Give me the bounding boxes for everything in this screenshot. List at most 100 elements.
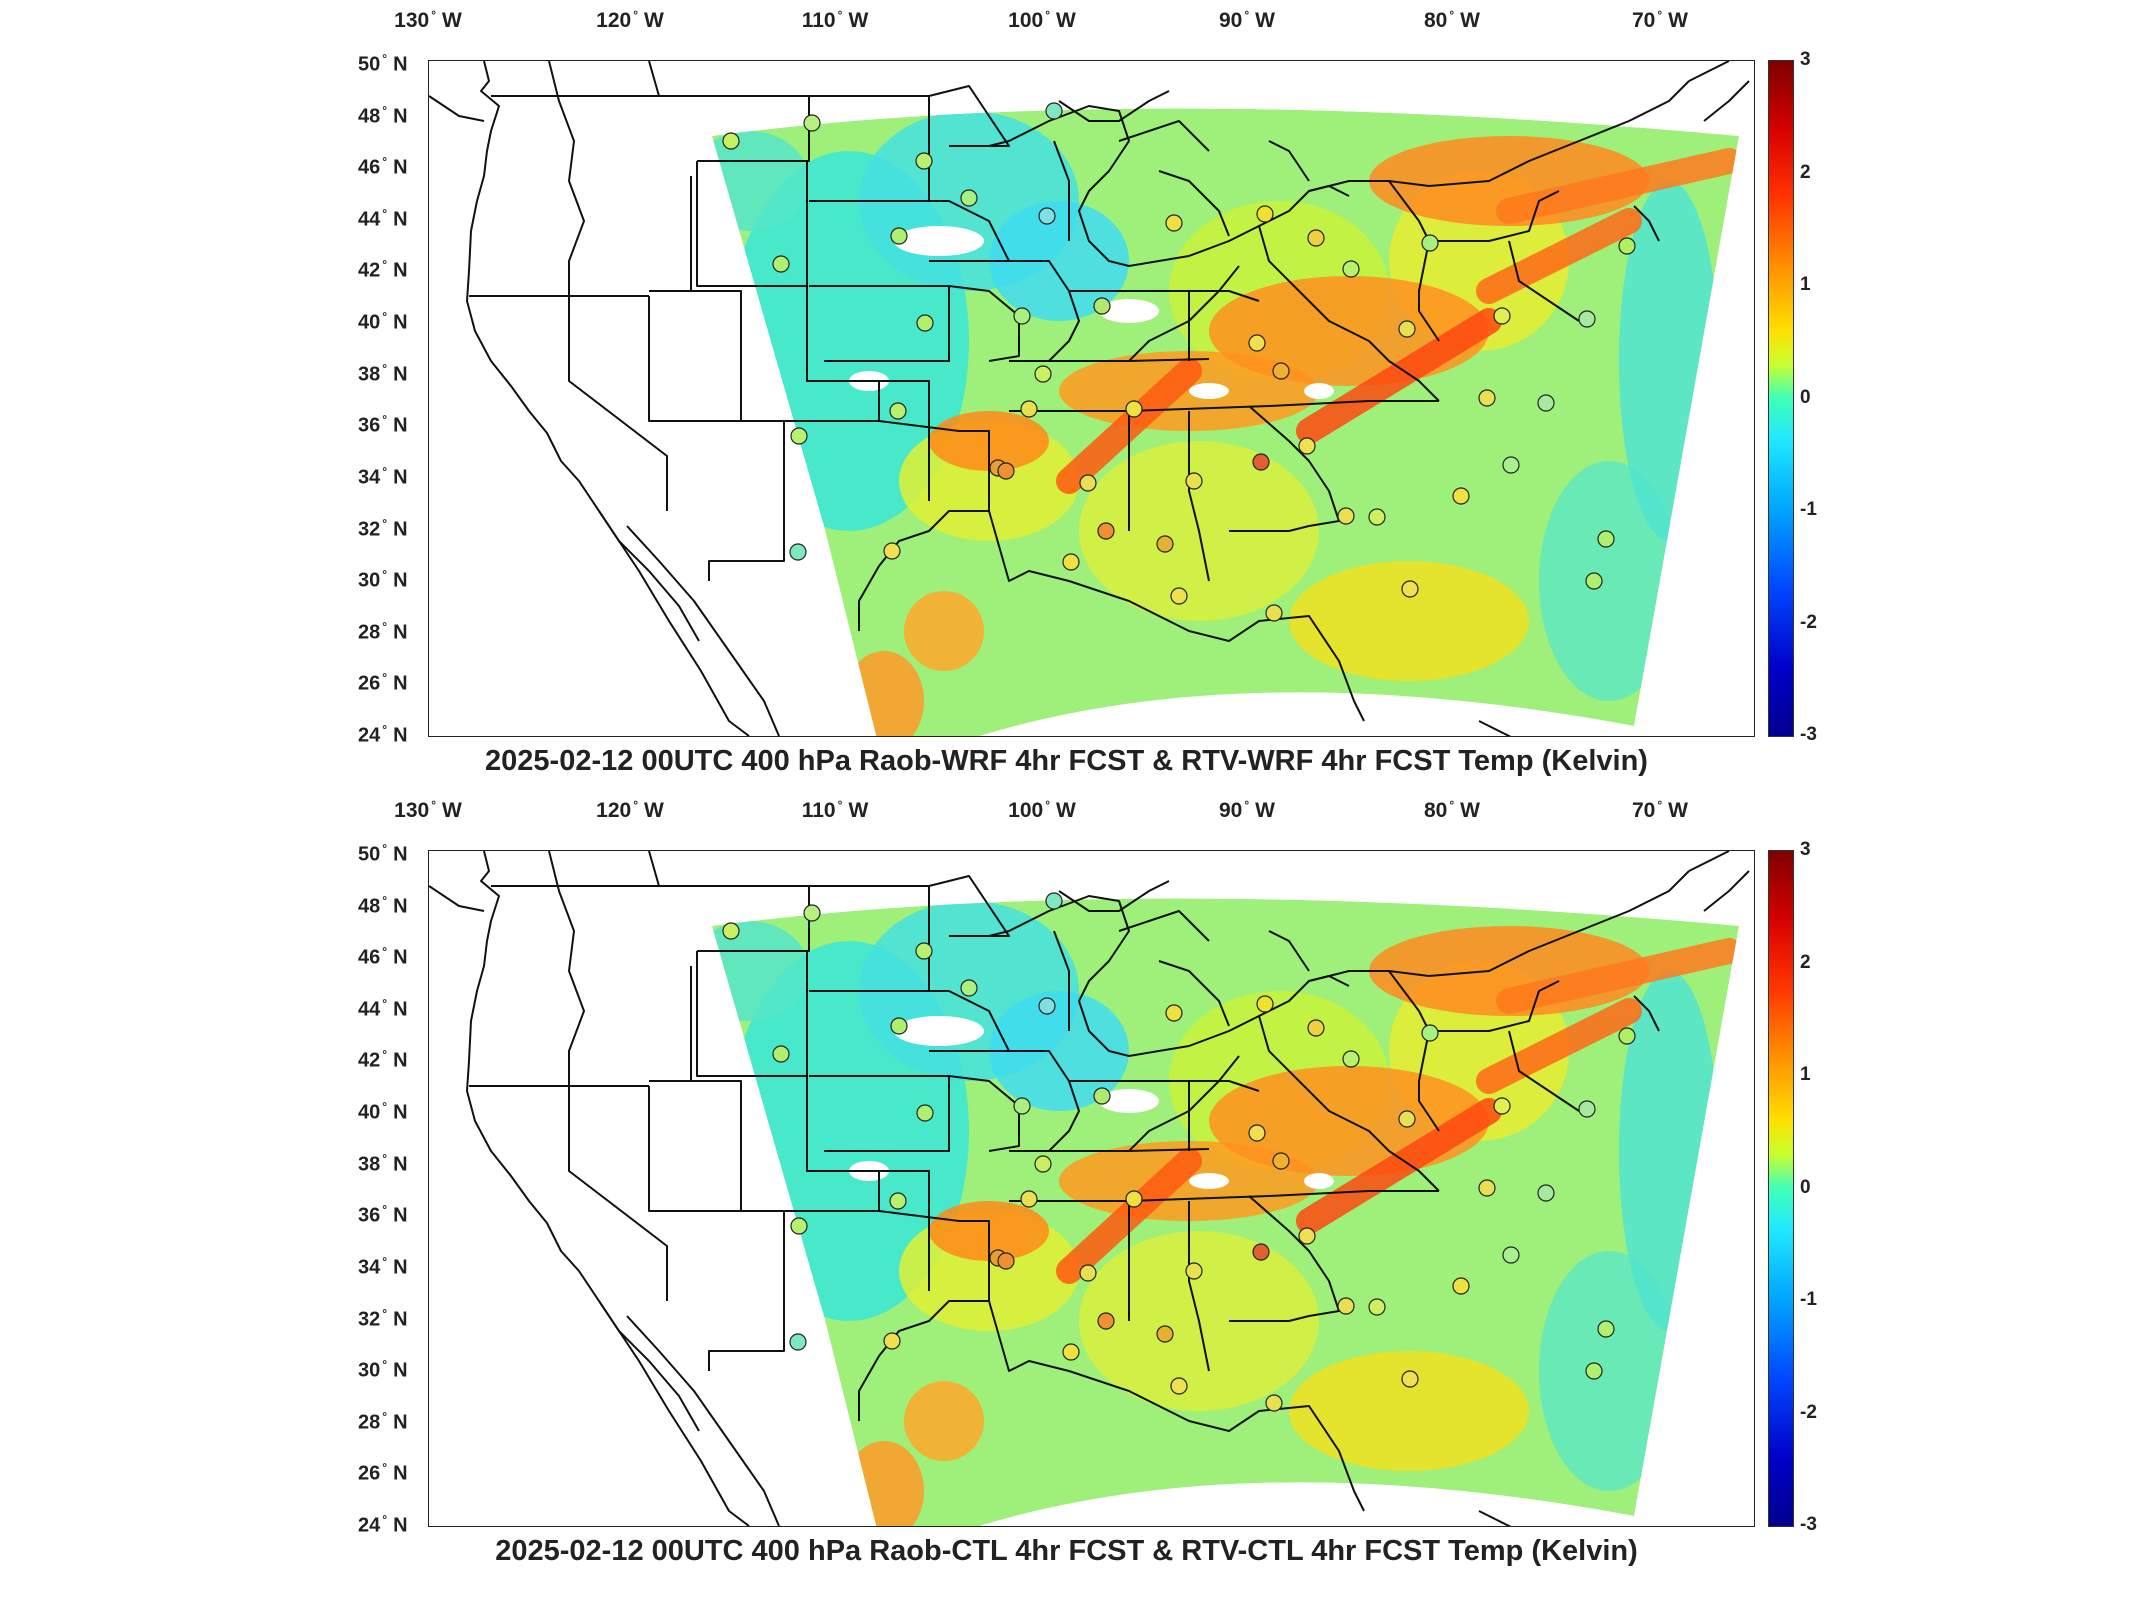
map-svg xyxy=(429,851,1750,1526)
latitude-label: 46 ° N xyxy=(358,155,408,180)
degree-symbol: ° xyxy=(431,8,437,22)
latitude-direction: N xyxy=(393,724,408,747)
colorbar-tick-label: -3 xyxy=(1800,724,1817,745)
raob-station-marker xyxy=(1020,400,1038,418)
boundary-line xyxy=(1478,1510,1512,1526)
field-anomaly xyxy=(904,591,984,671)
degree-symbol: ° xyxy=(1244,798,1250,812)
degree-symbol: ° xyxy=(1449,8,1455,22)
boundary-line xyxy=(491,851,660,887)
raob-station-marker xyxy=(1125,400,1143,418)
boundary-line xyxy=(1053,140,1070,241)
degree-symbol: ° xyxy=(382,206,388,221)
boundary-line xyxy=(1009,260,1080,362)
latitude-direction: N xyxy=(393,672,408,695)
raob-station-marker xyxy=(883,1332,901,1350)
longitude-direction: W xyxy=(442,799,462,822)
degree-symbol: ° xyxy=(382,103,388,118)
colorbar-tick-label: 3 xyxy=(1800,49,1811,70)
degree-symbol: ° xyxy=(382,996,388,1011)
boundary-line xyxy=(1058,90,1170,122)
boundary-line xyxy=(988,895,1350,1057)
field-anomaly xyxy=(1619,971,1719,1331)
raob-station-marker xyxy=(1038,997,1056,1015)
longitude-direction: W xyxy=(1460,799,1480,822)
latitude-label: 26 ° N xyxy=(358,671,408,696)
colorbar-tick-label: -2 xyxy=(1800,1401,1817,1423)
raob-station-marker xyxy=(1618,1027,1636,1045)
latitude-label: 44 ° N xyxy=(358,997,408,1022)
latitude-degree: 40 xyxy=(358,1101,381,1124)
longitude-direction: W xyxy=(1460,9,1480,32)
latitude-degree: 42 xyxy=(358,259,381,282)
longitude-degree: 90 xyxy=(1219,9,1243,32)
warm-anomaly-streak xyxy=(1476,208,1642,304)
raob-station-marker xyxy=(889,402,907,420)
latitude-degree: 28 xyxy=(358,621,381,644)
raob-station-marker xyxy=(1097,522,1115,540)
missing-data-patch xyxy=(894,226,984,256)
raob-station-marker xyxy=(1038,207,1056,225)
longitude-label: 120 ° W xyxy=(596,8,664,33)
boundary-line xyxy=(626,1315,780,1526)
raob-station-marker xyxy=(1597,1320,1615,1338)
boundary-line xyxy=(1429,190,1560,242)
degree-symbol: ° xyxy=(382,1048,388,1063)
field-anomaly xyxy=(712,131,809,231)
boundary-line xyxy=(1229,405,1340,532)
boundary-line xyxy=(1703,80,1750,122)
colorbar-tick-label: -3 xyxy=(1800,1514,1817,1535)
boundary-line xyxy=(1388,180,1440,342)
boundary-line xyxy=(1268,140,1310,182)
latitude-degree: 38 xyxy=(358,1153,381,1176)
raob-station-marker xyxy=(1337,1297,1355,1315)
longitude-label: 100 ° W xyxy=(1008,8,1076,33)
boundary-line xyxy=(784,380,929,422)
boundary-line xyxy=(466,61,750,736)
longitude-direction: W xyxy=(848,799,869,822)
boundary-line xyxy=(696,161,808,287)
boundary-line xyxy=(1633,205,1660,242)
raob-stations xyxy=(722,892,1636,1412)
boundary-line xyxy=(568,1086,668,1301)
raob-station-marker xyxy=(890,227,908,245)
boundary-line xyxy=(648,1080,742,1212)
field-anomaly xyxy=(1289,561,1529,681)
longitude-degree: 70 xyxy=(1632,9,1656,32)
boundary-line xyxy=(696,951,808,1077)
boundary-line xyxy=(878,1210,990,1261)
latitude-degree: 42 xyxy=(358,1049,381,1072)
raob-station-marker xyxy=(1045,892,1063,910)
longitude-degree: 130 xyxy=(394,9,430,32)
degree-symbol: ° xyxy=(382,516,388,531)
raob-station-marker xyxy=(1452,1277,1470,1295)
longitude-label: 70 ° W xyxy=(1632,798,1688,823)
degree-symbol: ° xyxy=(1244,8,1250,22)
colorbar-tick-label: -1 xyxy=(1800,499,1817,520)
latitude-degree: 28 xyxy=(358,1411,381,1434)
longitude-direction: W xyxy=(1255,799,1275,822)
model-domain-field xyxy=(712,108,1739,736)
raob-station-marker xyxy=(1013,307,1031,325)
latitude-direction: N xyxy=(393,1204,408,1227)
degree-symbol: ° xyxy=(837,798,843,812)
temperature-difference-map xyxy=(428,60,1755,737)
boundary-line xyxy=(806,1076,930,1291)
raob-station-marker xyxy=(803,904,821,922)
latitude-direction: N xyxy=(393,1049,408,1072)
boundary-line xyxy=(1703,870,1750,912)
warm-anomaly-streak xyxy=(1496,148,1739,224)
latitude-degree: 50 xyxy=(358,53,381,76)
degree-symbol: ° xyxy=(382,1306,388,1321)
raob-station-marker xyxy=(890,1017,908,1035)
degree-symbol: ° xyxy=(633,798,639,812)
longitude-direction: W xyxy=(1668,9,1688,32)
boundary-line xyxy=(988,1300,1365,1512)
latitude-direction: N xyxy=(393,894,408,917)
longitude-label: 120 ° W xyxy=(596,798,664,823)
raob-station-marker xyxy=(916,1104,934,1122)
raob-station-marker xyxy=(1537,1184,1555,1202)
latitude-degree: 34 xyxy=(358,1256,381,1279)
latitude-label: 28 ° N xyxy=(358,619,408,644)
boundary-line xyxy=(1688,851,1730,872)
